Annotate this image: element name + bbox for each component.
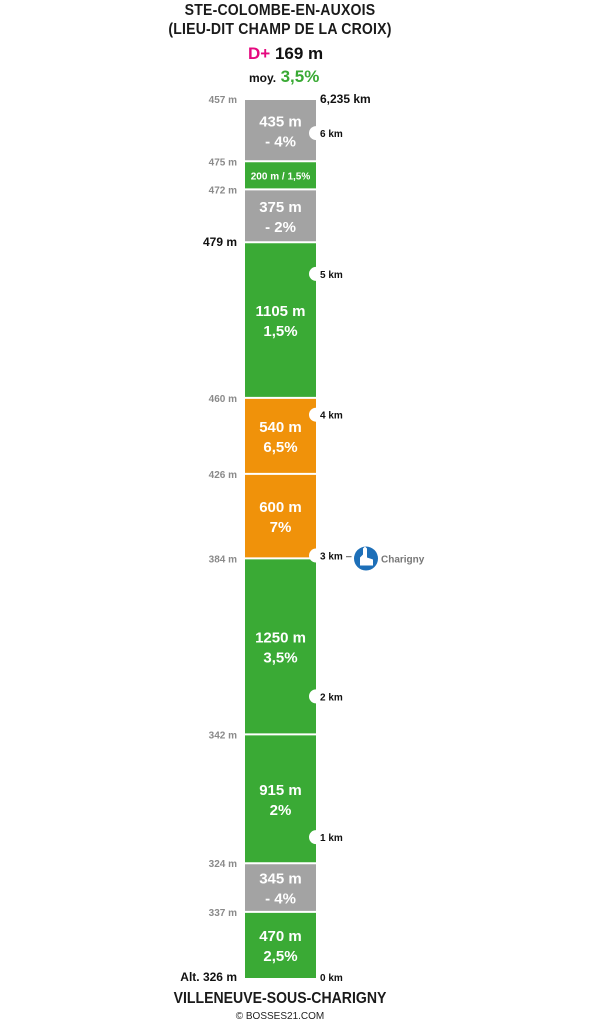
segment-length-label: 435 m bbox=[259, 114, 302, 131]
segment-bar bbox=[245, 558, 316, 735]
start-name: VILLENEUVE-SOUS-CHARIGNY bbox=[173, 990, 387, 1007]
km-marker-label: 0 km bbox=[320, 973, 343, 984]
altitude-label: 342 m bbox=[209, 730, 237, 741]
segment-length-label: 600 m bbox=[259, 499, 302, 516]
km-marker-label: 2 km bbox=[320, 692, 343, 703]
altitude-label: 475 m bbox=[209, 157, 237, 168]
segment-length-label: 345 m bbox=[259, 871, 302, 888]
km-notch bbox=[309, 548, 323, 563]
altitude-label: 426 m bbox=[209, 470, 237, 481]
finish-name-line2: (LIEU-DIT CHAMP DE LA CROIX) bbox=[168, 21, 392, 38]
km-notch bbox=[309, 830, 323, 845]
segment-label: 200 m / 1,5% bbox=[251, 171, 311, 182]
landmark-name: Charigny bbox=[381, 555, 425, 566]
segment-bar bbox=[245, 911, 316, 978]
altitude-label: 457 m bbox=[209, 95, 237, 106]
segment-length-label: 470 m bbox=[259, 928, 302, 945]
segment-length-label: 1105 m bbox=[255, 303, 305, 320]
altitude-label: 472 m bbox=[209, 185, 237, 196]
segment-grade-label: - 4% bbox=[265, 134, 296, 151]
elevation-gain: D+ 169 m bbox=[248, 44, 323, 64]
segment-bar bbox=[245, 100, 316, 162]
altitude-label: 337 m bbox=[209, 908, 237, 919]
segment-bar bbox=[245, 397, 316, 474]
total-distance-label: 6,235 km bbox=[320, 92, 371, 106]
altitude-label: 384 m bbox=[209, 554, 237, 565]
segment-grade-label: - 4% bbox=[265, 891, 296, 908]
finish-name-line1: STE-COLOMBE-EN-AUXOIS bbox=[184, 2, 376, 19]
km-marker-label: 3 km bbox=[320, 552, 343, 563]
altitude-label: 460 m bbox=[209, 394, 237, 405]
elevation-gain-label: D+ bbox=[248, 44, 271, 63]
km-notch bbox=[309, 126, 323, 141]
km-marker-label: 5 km bbox=[320, 270, 343, 281]
landmark-dash: – bbox=[346, 552, 352, 563]
segment-grade-label: - 2% bbox=[265, 219, 296, 236]
copyright: © BOSSES21.COM bbox=[235, 1011, 325, 1022]
altitude-label: 479 m bbox=[203, 235, 237, 249]
km-notch bbox=[309, 266, 323, 281]
segment-bar bbox=[245, 161, 316, 190]
elevation-gain-value: 169 m bbox=[274, 44, 324, 63]
segment-grade-label: 1,5% bbox=[263, 323, 297, 340]
segment-bar bbox=[245, 863, 316, 912]
segment-bar bbox=[245, 473, 316, 559]
average-grade-value: 3,5% bbox=[280, 67, 320, 86]
segment-length-label: 375 m bbox=[259, 199, 302, 216]
km-marker-label: 1 km bbox=[320, 833, 343, 844]
segment-grade-label: 2% bbox=[270, 802, 292, 819]
segment-bar bbox=[245, 734, 316, 864]
segment-length-label: 915 m bbox=[259, 782, 302, 799]
segment-grade-label: 3,5% bbox=[263, 649, 297, 666]
altitude-label: Alt. 326 m bbox=[180, 970, 237, 984]
altitude-label: 324 m bbox=[209, 859, 237, 870]
km-marker-label: 4 km bbox=[320, 411, 343, 422]
segment-grade-label: 7% bbox=[270, 519, 292, 536]
average-grade-label: moy. bbox=[249, 71, 277, 85]
segment-length-label: 1250 m bbox=[255, 629, 306, 646]
segment-grade-label: 2,5% bbox=[263, 948, 297, 965]
segment-bar bbox=[245, 242, 316, 398]
church-shape bbox=[360, 546, 373, 566]
average-grade: moy. 3,5% bbox=[249, 67, 319, 87]
segment-bar bbox=[245, 189, 316, 243]
km-notch bbox=[309, 407, 323, 422]
segment-length-label: 540 m bbox=[259, 419, 302, 436]
segment-grade-label: 6,5% bbox=[263, 439, 297, 456]
km-notch bbox=[309, 689, 323, 704]
km-marker-label: 6 km bbox=[320, 129, 343, 140]
